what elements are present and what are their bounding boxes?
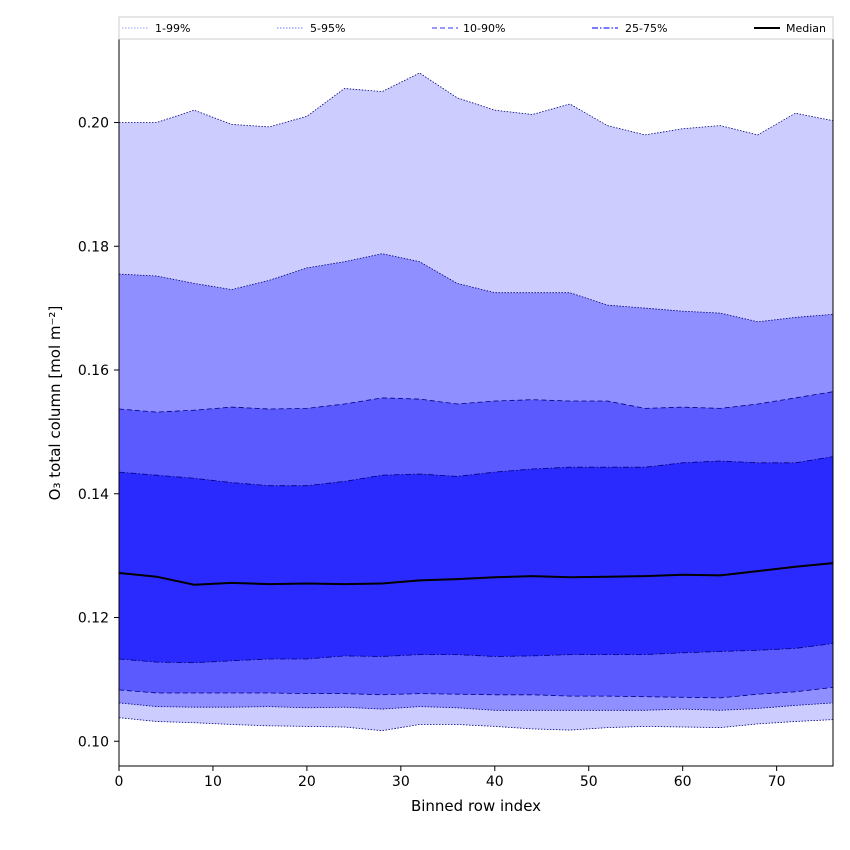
y-tick-label: 0.20 — [78, 116, 109, 132]
band-2-lower-edge — [119, 702, 833, 711]
legend-label: 25-75% — [625, 22, 667, 35]
band-2-upper-edge — [119, 253, 833, 323]
legend: 1-99% 5-95% 10-90% 25-75% Median — [118, 16, 834, 40]
band-4 — [119, 456, 833, 663]
band-1-upper-edge — [119, 72, 833, 136]
bands-layer — [119, 72, 833, 732]
band-1-lower-edge — [119, 717, 833, 732]
x-axis-label: Binned row index — [411, 797, 541, 815]
band-4-lower-edge — [119, 643, 833, 664]
legend-box — [118, 16, 834, 40]
x-tick-label: 50 — [580, 774, 598, 790]
legend-label: 1-99% — [155, 22, 190, 35]
x-tick-label: 20 — [298, 774, 316, 790]
x-tick-label: 0 — [115, 774, 124, 790]
band-3-lower-edge — [119, 687, 833, 699]
x-tick-label: 40 — [486, 774, 504, 790]
y-tick-label: 0.10 — [78, 734, 109, 750]
y-tick-label: 0.12 — [78, 611, 109, 627]
y-axis-label: O₃ total column [mol m⁻²] — [46, 306, 64, 501]
x-tick-label: 10 — [204, 774, 222, 790]
x-axis: 0 10 20 30 40 50 60 70 — [115, 766, 786, 790]
y-tick-label: 0.14 — [78, 487, 109, 503]
y-axis: 0.10 0.12 0.14 0.16 0.18 0.20 — [78, 116, 119, 750]
legend-label: 5-95% — [310, 22, 345, 35]
legend-label: Median — [786, 22, 826, 35]
y-tick-label: 0.16 — [78, 363, 109, 379]
x-tick-label: 60 — [674, 774, 692, 790]
median-line — [119, 562, 833, 586]
y-tick-label: 0.18 — [78, 239, 109, 255]
band-4-upper-edge — [119, 456, 833, 487]
x-tick-label: 70 — [768, 774, 786, 790]
median-layer — [119, 562, 833, 586]
x-tick-label: 30 — [392, 774, 410, 790]
legend-label: 10-90% — [463, 22, 505, 35]
